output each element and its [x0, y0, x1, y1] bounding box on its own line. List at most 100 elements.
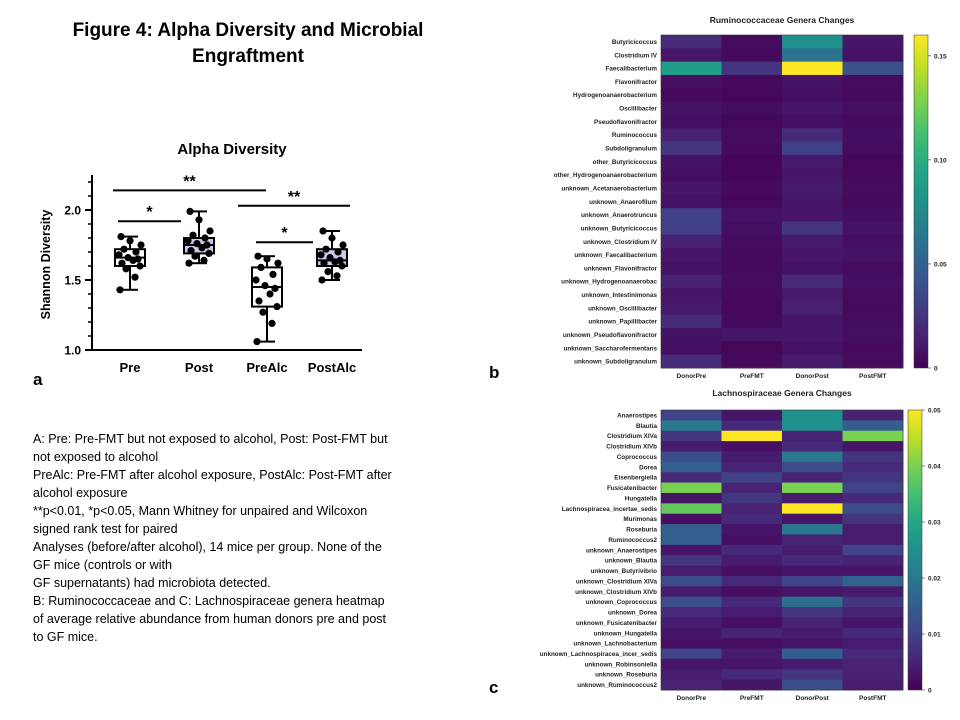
caption-line-gf: GF supernatants) had microbiota detected…: [33, 576, 271, 590]
heatmap-cell: [661, 441, 722, 452]
heatmap-cell: [842, 524, 904, 535]
heatmap-cell: [721, 221, 783, 236]
heatmap-cell: [782, 648, 843, 660]
data-point: [263, 255, 271, 263]
heatmap-cell: [721, 154, 783, 169]
row-label: Murimonas: [623, 516, 657, 523]
heatmap-cell: [661, 208, 722, 222]
heatmap-cell: [782, 354, 843, 369]
heatmap-frame: [660, 34, 904, 369]
heatmap-cell: [721, 194, 783, 209]
heatmap-cell: [661, 430, 722, 442]
heatmap-cell: [661, 48, 722, 63]
heatmap-cell: [842, 638, 904, 649]
heatmap-cell: [661, 314, 722, 329]
heatmap-cell: [842, 181, 904, 196]
colorbar-tick-label: 0.15: [934, 53, 947, 60]
row-label: unknown_Clostridium XIVa: [576, 578, 658, 585]
row-label: Anaerostipes: [617, 412, 657, 419]
alpha-diversity-box-plot: Alpha Diversity Shannon Diversity 1.0 1.5 2.…: [39, 141, 362, 375]
significance-label: **: [183, 173, 196, 190]
caption-line-b-c: B: Ruminococcaceae and C: Lachnospiracea…: [33, 594, 387, 644]
heatmap-cell: [782, 627, 843, 639]
heatmap-cell: [842, 248, 904, 262]
heatmap-cell: [782, 314, 843, 329]
heatmap-cell: [661, 638, 722, 649]
heatmap-cell: [842, 544, 904, 556]
row-label: unknown_Intestinimonas: [581, 292, 657, 299]
heatmap-cell: [842, 555, 904, 566]
data-point: [317, 251, 325, 259]
heatmap-cell: [842, 88, 904, 102]
row-label: Hungatella: [625, 495, 658, 502]
row-label: Roseburia: [626, 527, 657, 534]
data-point: [118, 259, 126, 267]
caption-line-stats: **p<0.01, *p<0.05, Mann Whitney for unpa…: [33, 504, 368, 536]
heatmap-cell: [661, 88, 722, 102]
heatmap-cell: [842, 288, 904, 302]
y-tick-label: 1.5: [64, 274, 81, 288]
data-point: [131, 273, 139, 281]
heatmap-cell: [842, 194, 904, 209]
data-point: [338, 262, 346, 270]
heatmap-cell: [661, 410, 722, 421]
heatmap-cell: [782, 328, 843, 342]
heatmap-cell: [661, 181, 722, 196]
significance-label: *: [281, 225, 288, 242]
data-point: [259, 308, 267, 316]
row-label: unknown_Oscillibacter: [588, 305, 657, 312]
heatmap-cell: [721, 472, 783, 483]
heatmap-cell: [661, 607, 722, 618]
heatmap-cell: [842, 658, 904, 670]
heatmap-cell: [721, 328, 783, 342]
heatmap-cell: [842, 410, 904, 421]
heatmap-cell: [842, 274, 904, 289]
heatmap-cell: [661, 221, 722, 236]
data-point: [324, 268, 332, 276]
heatmap-cell: [782, 101, 843, 116]
colorbar-tick-label: 0.02: [928, 576, 941, 583]
heatmap-cell: [661, 617, 722, 629]
colorbar-tick-label: 0.10: [934, 157, 947, 164]
heatmap-cell: [842, 607, 904, 618]
data-point: [200, 256, 208, 264]
heatmap-cell: [721, 35, 783, 49]
figure-title: Figure 4: Alpha Diversity and Microbial …: [72, 20, 424, 67]
row-label: unknown_Flavonifractor: [584, 265, 658, 272]
heatmap-cell: [842, 472, 904, 483]
row-label: Dorea: [639, 464, 657, 471]
data-point: [320, 259, 328, 267]
data-point: [116, 286, 124, 294]
heatmap-cell: [782, 181, 843, 196]
heatmap-cell: [842, 301, 904, 316]
heatmap-cell: [782, 524, 843, 535]
heatmap-cell: [661, 154, 722, 169]
column-label: DonorPre: [676, 373, 706, 380]
heatmap-cell: [661, 420, 722, 432]
x-tick-label: Post: [185, 360, 214, 375]
data-point: [126, 237, 134, 245]
data-point: [203, 241, 211, 249]
heatmap-cell: [842, 627, 904, 639]
heatmap-cell: [721, 354, 783, 369]
row-label: Hydrogenoanaerobacterium: [573, 92, 657, 99]
heatmap-cell: [782, 430, 843, 442]
heatmap-cell: [721, 658, 783, 670]
heatmap-cell: [721, 128, 783, 142]
row-label: unknown_Anaerotruncus: [581, 212, 657, 219]
heatmap-cell: [661, 544, 722, 556]
heatmap-cell: [721, 261, 783, 276]
caption-line-a: A: Pre: Pre-FMT but not exposed to alcoh…: [33, 432, 388, 464]
heatmap-cell: [721, 586, 783, 598]
heatmap-cell: [782, 575, 843, 587]
heatmap-cell: [842, 513, 904, 525]
colorbar: [913, 34, 929, 369]
data-point: [322, 245, 330, 253]
heatmap-cell: [782, 261, 843, 276]
heatmap-cell: [782, 669, 843, 681]
row-label: Butyricicoccus: [612, 39, 658, 46]
column-label: DonorPre: [676, 695, 706, 702]
data-point: [268, 319, 276, 327]
data-point: [124, 254, 132, 262]
heatmap-cell: [782, 234, 843, 249]
